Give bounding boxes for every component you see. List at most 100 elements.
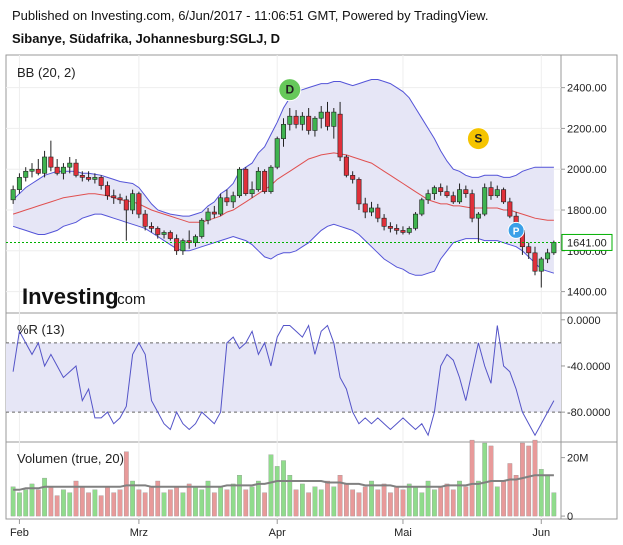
candle [60, 163, 66, 180]
volume-bar [545, 475, 550, 517]
candle-body [42, 156, 48, 174]
candle-body [507, 201, 513, 217]
candle [532, 246, 538, 276]
candle-body [180, 240, 186, 252]
candle-body [274, 138, 280, 168]
candle [86, 171, 92, 182]
volume-bar [98, 495, 104, 517]
candle-body [350, 175, 356, 180]
volume-bar [482, 442, 488, 517]
candle [457, 183, 463, 204]
candle [29, 163, 35, 178]
candle-body [325, 111, 331, 127]
volume-bar [551, 492, 557, 517]
candle [350, 171, 356, 184]
candle [343, 154, 349, 178]
price-tick-label: 2400.00 [567, 83, 607, 95]
candle [111, 189, 117, 204]
candle [419, 197, 425, 217]
volume-bar [538, 469, 544, 517]
volume-bar [86, 492, 91, 517]
volume-bar [180, 492, 186, 517]
candle-body [205, 211, 211, 221]
williams-r-tick-label: 0.0000 [567, 315, 601, 327]
candle-body [268, 166, 274, 192]
candle [325, 101, 331, 131]
candle [306, 108, 312, 135]
candle-body [343, 156, 349, 176]
volume-bar [463, 486, 469, 517]
candle-body [35, 168, 41, 174]
volume-bar [123, 451, 129, 517]
last-price-label: 1641.00 [567, 237, 607, 249]
bollinger-band-fill [13, 79, 554, 276]
volume-bar [476, 480, 481, 517]
candle-body [362, 203, 368, 213]
candle [425, 189, 431, 204]
candle [299, 112, 305, 131]
volume-bar [174, 486, 179, 517]
candle-body [236, 168, 242, 197]
last-price-box [561, 233, 613, 251]
candle [117, 193, 123, 204]
candle-body [400, 230, 406, 233]
candle [155, 226, 161, 239]
candle-body [243, 168, 249, 194]
volume-bar [381, 483, 387, 517]
candle [538, 256, 544, 288]
volume-bar [268, 454, 274, 517]
candle-body [174, 238, 180, 252]
volume-bar [155, 480, 161, 517]
williams-r-line [12, 324, 555, 437]
candle [249, 181, 255, 198]
candle-body [16, 177, 22, 190]
candle-body [444, 191, 450, 197]
time-tick-label: Mrz [130, 527, 148, 539]
time-tick-label: Feb [10, 527, 29, 539]
candle-body [104, 185, 110, 197]
candle-body [130, 193, 136, 211]
price-axis: 1400.00 1600.00 1800.00 2000.00 2200.00 2400.… [561, 83, 607, 299]
candle-body [186, 240, 192, 243]
volume-bar [10, 486, 16, 517]
volume-bar [450, 489, 456, 517]
volume-bar [438, 486, 444, 517]
candle [224, 189, 230, 206]
candle-body [306, 115, 312, 131]
volume-bar [35, 489, 41, 517]
volume-bar [67, 492, 73, 517]
candle-body [249, 189, 255, 194]
candle [218, 193, 224, 217]
candle-body [60, 166, 66, 174]
candle-body [413, 213, 419, 229]
volume-bar [274, 466, 280, 517]
candle-body [463, 189, 469, 194]
volume-bar [61, 489, 66, 517]
volume-bar [394, 486, 400, 517]
candle-body [98, 177, 104, 186]
volume-axis: 0 20M [561, 453, 588, 523]
candle [23, 167, 29, 182]
candle [387, 222, 393, 233]
candle [54, 159, 60, 176]
candle [318, 105, 324, 129]
volume-bar [161, 492, 167, 517]
candle-body [262, 170, 268, 192]
volume-bar [186, 483, 192, 517]
candle [92, 173, 98, 184]
candle-body [356, 179, 362, 205]
candle-body [337, 113, 343, 158]
candle-body [419, 199, 425, 215]
volume-bar [149, 486, 154, 517]
candle [104, 181, 110, 200]
volume-bar [400, 489, 406, 517]
volume-bar [42, 477, 47, 517]
candle-body [494, 189, 500, 197]
candle [488, 181, 494, 200]
candle [482, 183, 488, 217]
publish-note: Published on Investing.com, 6/Jun/2017 -… [12, 8, 489, 23]
candle [67, 156, 73, 174]
volume-bar [344, 483, 349, 517]
candle [142, 210, 148, 231]
